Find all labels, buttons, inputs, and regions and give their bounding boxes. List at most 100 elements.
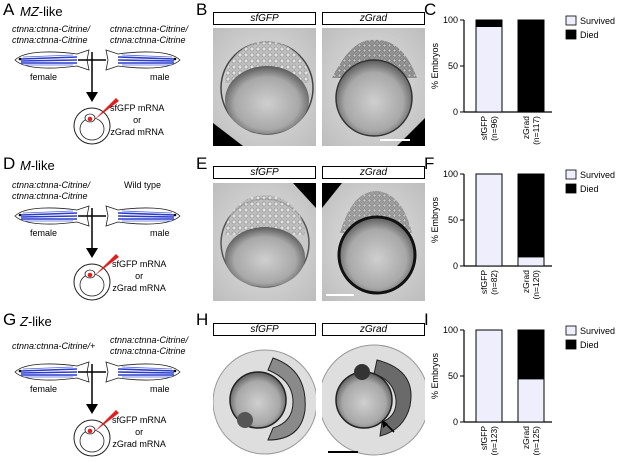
y-tick-label: 0 (453, 261, 458, 271)
female-fish-icon (14, 361, 90, 383)
legend-label: Survived (580, 326, 615, 336)
micrograph-sfgfp-e (213, 183, 316, 301)
female-label-a: female (30, 72, 58, 82)
x-tick-label: zGrad (n=117) (521, 116, 541, 145)
panel-label-g: G (3, 310, 17, 329)
micrograph-sfgfp-b (213, 28, 316, 146)
y-tick-label: 50 (448, 215, 458, 225)
female-label-d: female (30, 228, 58, 238)
y-tick-label: 0 (453, 417, 458, 427)
panel-label-c: C (424, 0, 437, 19)
legend-label: Died (580, 340, 599, 350)
condition-title-a: MZ-like (20, 4, 63, 19)
bar-outline (517, 19, 545, 113)
x-tick-label-line: sfGFP (479, 116, 489, 140)
cross-schematic-a (14, 49, 181, 145)
bar-segment-survived (475, 25, 503, 113)
male-genotype-d: Wild type (124, 180, 162, 190)
panel-label-h: H (196, 310, 209, 329)
injection-label-d: sfGFP mRNA or zGrad mRNA (112, 259, 167, 293)
y-axis-label: % Embryos (430, 352, 440, 399)
bar-segment-died (517, 19, 545, 113)
micrograph-sfgfp-h (213, 340, 316, 458)
x-tick-label-line: (n=96) (489, 116, 499, 141)
y-axis-label: % Embryos (430, 196, 440, 243)
header-zgrad-b: zGrad (322, 12, 425, 25)
male-label-d: male (150, 228, 170, 238)
y-tick-label: 100 (443, 325, 458, 335)
x-tick-label: zGrad (n=120) (521, 270, 541, 300)
male-genotype-a: ctnna:ctnna-Citrine/ctnna:ctnna-Citrine (110, 24, 189, 45)
bar-chart-c: 0 50 100 % Embryos sfGFP (n=96) zGrad (n=117) Su… (430, 15, 615, 145)
y-axis-label: % Embryos (430, 42, 440, 89)
header-zgrad-h: zGrad (322, 323, 425, 336)
bar-outline (475, 19, 503, 113)
legend-label: Died (580, 184, 599, 194)
female-genotype-a: ctnna:ctnna-Citrine/ctnna:ctnna-Citrine (12, 24, 91, 45)
header-sfgfp-b: sfGFP (213, 12, 316, 25)
bar-outline (475, 173, 503, 267)
bar-segment-died (517, 329, 545, 380)
condition-title-g: Z-like (20, 314, 52, 329)
legend-swatch (565, 29, 577, 40)
x-tick-label-line: (n=123) (489, 426, 499, 456)
male-fish-icon (105, 205, 181, 227)
y-tick-label: 100 (443, 169, 458, 179)
male-label-g: male (150, 384, 170, 394)
header-sfgfp-e: sfGFP (213, 166, 316, 179)
y-tick-label: 0 (453, 107, 458, 117)
condition-title-d: M-like (20, 158, 55, 173)
x-tick-label-line: (n=82) (489, 270, 499, 295)
micrograph-zgrad-b (322, 28, 425, 146)
bar-segment-died (517, 173, 545, 258)
panel-label-i: I (424, 310, 429, 329)
female-label-g: female (30, 384, 58, 394)
legend-label: Survived (580, 16, 615, 26)
x-tick-label-line: zGrad (521, 426, 531, 449)
female-genotype-g: ctnna:ctnna-Citrine/+ (12, 341, 96, 351)
x-tick-label-line: zGrad (521, 270, 531, 293)
female-genotype-d: ctnna:ctnna-Citrine/ctnna:ctnna-Citrine (12, 180, 91, 201)
bar-chart-i: 0 50 100 % Embryos sfGFP (n=123) zGrad (n=125) S… (430, 325, 615, 456)
x-tick-label: zGrad (n=125) (521, 426, 541, 456)
micrograph-zgrad-e (322, 183, 425, 301)
bar-outline (517, 329, 545, 423)
header-zgrad-e: zGrad (322, 166, 425, 179)
x-tick-label-line: (n=125) (531, 426, 541, 456)
x-tick-label-line: (n=117) (531, 116, 541, 145)
header-sfgfp-h: sfGFP (213, 323, 316, 336)
cross-schematic-g (14, 361, 181, 457)
bar-chart-f: 0 50 100 % Embryos sfGFP (n=82) zGrad (n=120) Su… (430, 169, 615, 300)
panel-label-d: D (3, 154, 16, 173)
panel-label-b: B (196, 0, 208, 19)
panel-label-f: F (424, 154, 435, 173)
embryo-drawing-icon (73, 263, 111, 301)
male-fish-icon (105, 49, 181, 71)
x-tick-label-line: sfGFP (479, 426, 489, 450)
embryo-drawing-icon (73, 419, 111, 457)
female-fish-icon (14, 205, 90, 227)
bar-outline (517, 173, 545, 267)
y-tick-label: 50 (448, 371, 458, 381)
legend-swatch (565, 183, 577, 194)
legend-label: Survived (580, 170, 615, 180)
injection-label-g: sfGFP mRNA or zGrad mRNA (112, 415, 167, 449)
x-tick-label: sfGFP (n=123) (479, 426, 499, 456)
injection-label-a: sfGFP mRNA or zGrad mRNA (110, 103, 165, 137)
y-tick-label: 100 (443, 15, 458, 25)
legend-swatch (565, 15, 577, 26)
x-tick-label-line: (n=120) (531, 270, 541, 300)
bar-outline (475, 329, 503, 423)
male-fish-icon (105, 361, 181, 383)
x-tick-label-line: sfGFP (479, 270, 489, 294)
panel-label-e: E (196, 154, 208, 173)
micrograph-zgrad-h (322, 340, 425, 458)
bar-segment-survived (475, 173, 503, 267)
legend-label: Died (580, 30, 599, 40)
male-label-a: male (150, 72, 170, 82)
embryo-drawing-icon (73, 107, 111, 145)
x-tick-label: sfGFP (n=96) (479, 116, 499, 141)
bar-segment-died (475, 19, 503, 27)
cross-schematic-d (14, 205, 181, 301)
male-genotype-g: ctnna:ctnna-Citrine/ctnna:ctnna-Citrine (110, 335, 189, 356)
